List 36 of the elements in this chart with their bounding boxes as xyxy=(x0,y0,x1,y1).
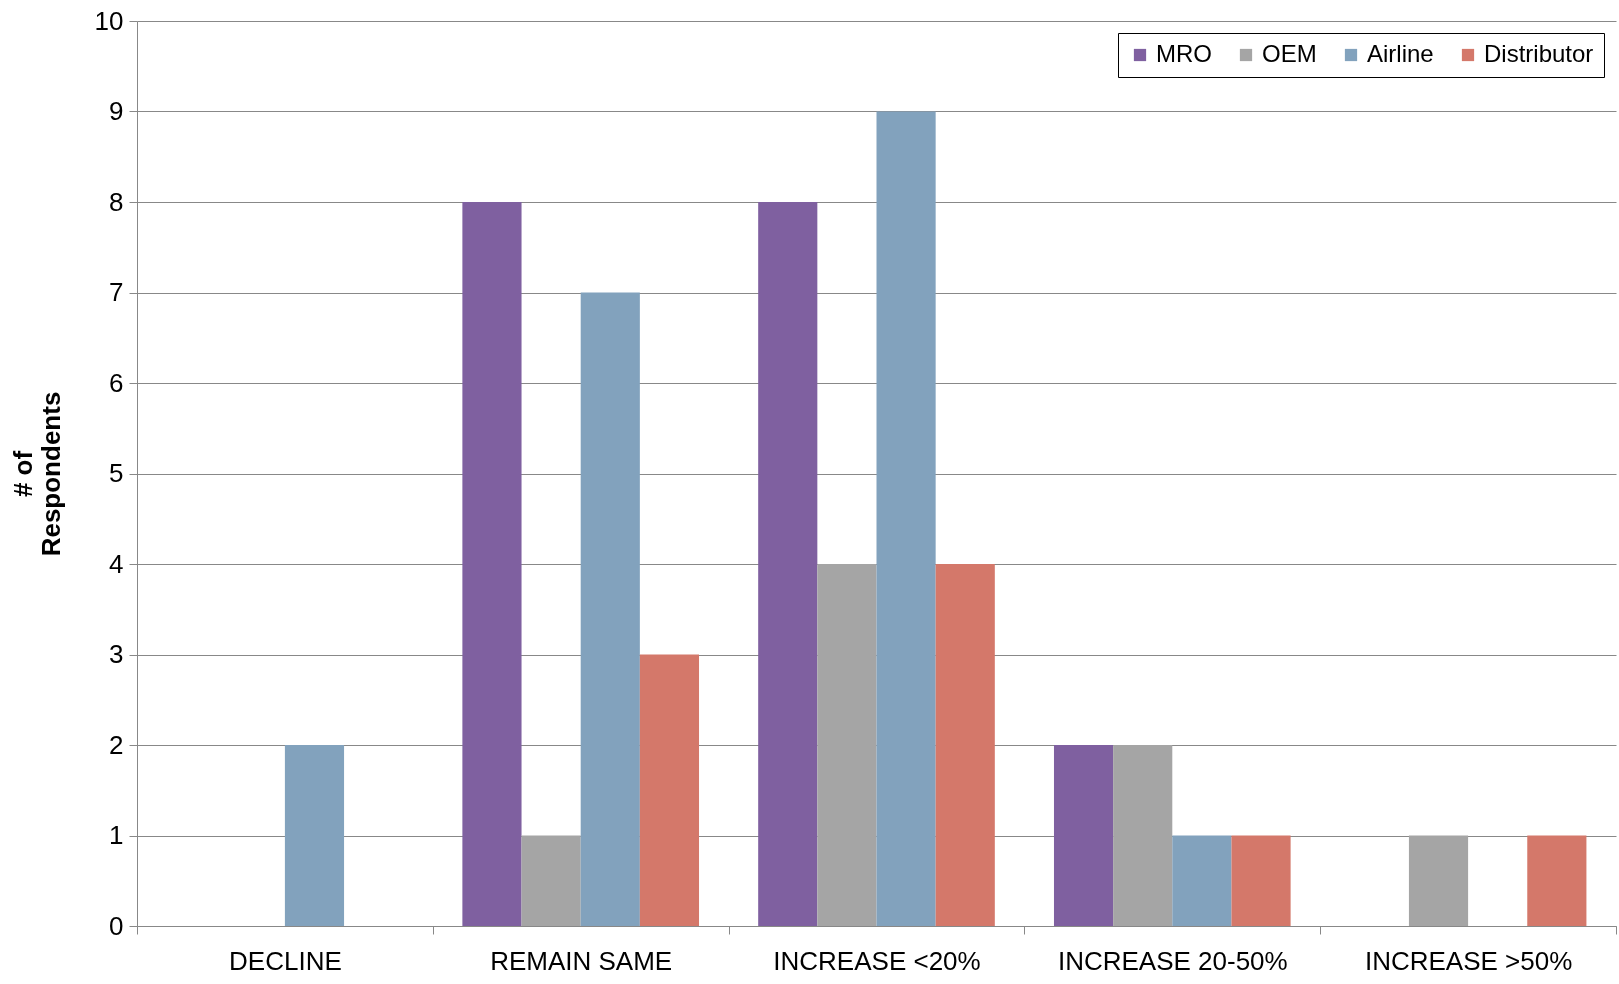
y-tick-label: 7 xyxy=(109,277,124,307)
x-tick-label: INCREASE >50% xyxy=(1364,945,1573,976)
y-tick-label: 0 xyxy=(109,910,124,941)
legend-label: Airline xyxy=(1367,40,1434,67)
bar xyxy=(462,202,522,926)
x-tick-label: INCREASE <20% xyxy=(773,945,981,976)
x-tick-label: REMAIN SAME xyxy=(490,945,673,976)
x-tick-label: DECLINE xyxy=(229,945,342,976)
bar xyxy=(639,654,700,926)
bar xyxy=(817,564,877,926)
x-tick-label: INCREASE 20-50% xyxy=(1057,945,1288,976)
legend-label: Distributor xyxy=(1484,40,1594,67)
bar xyxy=(935,564,995,926)
y-axis-title: # of Respondents xyxy=(7,391,66,557)
bar xyxy=(284,745,345,926)
bar xyxy=(876,111,936,926)
bar xyxy=(1053,745,1114,926)
bar xyxy=(1172,835,1232,926)
bar xyxy=(758,202,818,926)
y-tick-label: 4 xyxy=(109,548,124,579)
y-tick-label: 9 xyxy=(109,96,124,126)
y-tick-label: 5 xyxy=(109,458,124,488)
bar xyxy=(1113,745,1173,926)
y-tick-label: 2 xyxy=(109,729,124,760)
bar xyxy=(1408,835,1469,926)
bar xyxy=(521,835,581,926)
y-tick-label: 6 xyxy=(109,367,124,398)
bar xyxy=(580,292,640,926)
legend-label: OEM xyxy=(1262,40,1317,67)
y-tick-label: 3 xyxy=(109,639,124,669)
bar xyxy=(1527,835,1587,926)
legend-label: MRO xyxy=(1156,40,1212,67)
bar xyxy=(1231,835,1291,926)
y-tick-label: 10 xyxy=(94,5,124,36)
y-tick-label: 1 xyxy=(109,820,124,850)
y-tick-label: 8 xyxy=(109,186,124,217)
